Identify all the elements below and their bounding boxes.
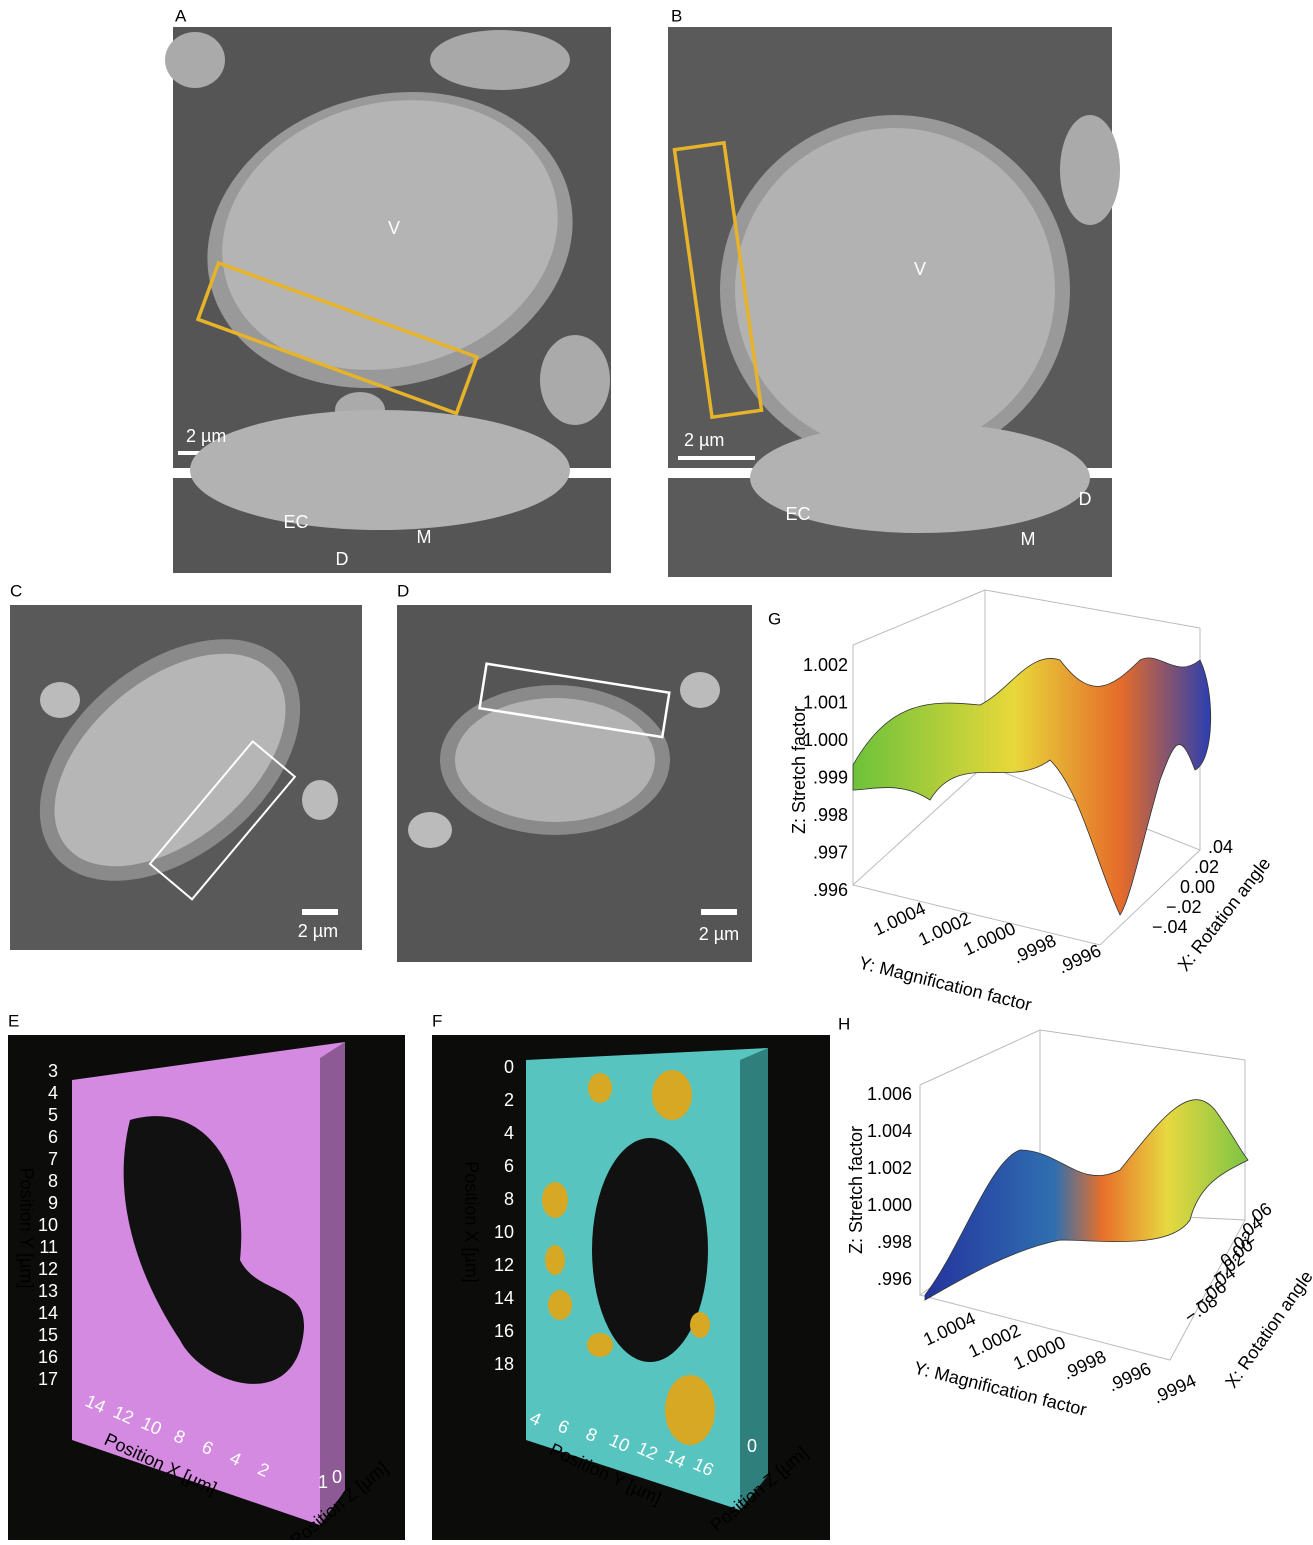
z-axis-title: Z: Stretch factor [846, 1126, 866, 1254]
panel-label: A [175, 6, 187, 25]
tick-label: 0.00 [1180, 877, 1215, 897]
y-axis-title: Y: Magnification factor [857, 953, 1034, 1015]
tick-label: .9998 [1060, 1346, 1109, 1383]
tick-label: 4 [504, 1123, 514, 1143]
tick-label: 0 [332, 1467, 342, 1487]
tick-label: 1.002 [803, 655, 848, 675]
tick-label: −.02 [1166, 897, 1202, 917]
tick-label: 12 [38, 1259, 58, 1279]
annotation: M [1021, 529, 1036, 549]
annotation: EC [283, 512, 308, 532]
tick-label: .999 [813, 767, 848, 787]
panel-label: H [838, 1014, 850, 1033]
tick-label: .04 [1208, 837, 1233, 857]
tick-label: 5 [48, 1105, 58, 1125]
panel-label: C [10, 581, 22, 600]
panel-d: D 2 µm [397, 581, 752, 962]
annotation: V [388, 218, 400, 238]
tick-label: .9994 [1150, 1370, 1199, 1407]
x-axis-title: X: Rotation angle [1221, 1267, 1313, 1392]
z-axis-title: Z: Stretch factor [789, 706, 809, 834]
tick-label: 18 [494, 1354, 514, 1374]
figure: A V 2 µm EC D M B V 2 µm EC D M C 2 µm D… [0, 0, 1313, 1540]
tick-label: 17 [38, 1369, 58, 1389]
tick-label: .9996 [1105, 1358, 1154, 1395]
panel-b: B V 2 µm EC D M [668, 6, 1120, 577]
tick-label: 1.000 [803, 730, 848, 750]
tick-label: 14 [38, 1303, 58, 1323]
annotation: EC [785, 504, 810, 524]
surface [853, 658, 1211, 915]
tick-label: 13 [38, 1281, 58, 1301]
panel-f: F Position X [µm] Position Y [µm] Positi… [432, 1011, 830, 1540]
panel-c: C 2 µm [0, 581, 362, 950]
scale-bar-label: 2 µm [699, 924, 739, 944]
annotation: M [417, 527, 432, 547]
tick-label: .998 [877, 1232, 912, 1252]
scale-bar-label: 2 µm [684, 430, 724, 450]
y-axis-title: Position X [µm] [461, 1161, 481, 1282]
tick-label: 1.002 [867, 1158, 912, 1178]
tick-label: 0 [747, 1436, 757, 1456]
tick-label: 15 [38, 1325, 58, 1345]
tick-label: 7 [48, 1149, 58, 1169]
tick-label: 12 [494, 1255, 514, 1275]
surface [925, 1100, 1248, 1300]
panel-a: A V 2 µm EC D M [165, 6, 611, 573]
tick-label: 8 [48, 1171, 58, 1191]
tick-label: 16 [38, 1347, 58, 1367]
panel-e: E Position Y [µm] Position X [µm] Positi… [8, 1011, 405, 1540]
tick-label: 4 [48, 1083, 58, 1103]
annotation: D [1079, 489, 1092, 509]
tick-label: 14 [494, 1288, 514, 1308]
tick-label: 1.004 [867, 1121, 912, 1141]
tick-label: 0 [504, 1057, 514, 1077]
annotation: V [914, 259, 926, 279]
tick-label: 11 [39, 1237, 58, 1257]
y-axis-title: Position Y [µm] [16, 1168, 36, 1289]
tick-label: 1.000 [867, 1195, 912, 1215]
panel-label: D [397, 581, 409, 600]
panel-label: F [432, 1011, 442, 1030]
tick-label: .997 [813, 842, 848, 862]
tick-label: 6 [504, 1156, 514, 1176]
tick-label: −.04 [1152, 917, 1188, 937]
tick-label: 10 [38, 1215, 58, 1235]
tick-label: .996 [877, 1269, 912, 1289]
tick-label: .02 [1194, 857, 1219, 877]
tick-label: 16 [494, 1321, 514, 1341]
tick-label: 1.006 [867, 1084, 912, 1104]
tick-label: 8 [504, 1189, 514, 1209]
tick-label: 6 [48, 1127, 58, 1147]
tick-label: 2 [504, 1090, 514, 1110]
panel-label: G [768, 609, 781, 628]
tick-label: 1 [318, 1472, 328, 1492]
tick-label: .9996 [1055, 940, 1104, 977]
tick-label: .996 [813, 880, 848, 900]
tick-label: 1.001 [803, 692, 848, 712]
panel-label: E [8, 1011, 19, 1030]
tick-label: 3 [48, 1061, 58, 1081]
tick-label: 9 [48, 1193, 58, 1213]
tick-label: 10 [494, 1222, 514, 1242]
tick-label: .998 [813, 805, 848, 825]
panel-label: B [671, 6, 682, 25]
scale-bar-label: 2 µm [298, 921, 338, 941]
annotation: D [336, 549, 349, 569]
scale-bar-label: 2 µm [186, 426, 226, 446]
